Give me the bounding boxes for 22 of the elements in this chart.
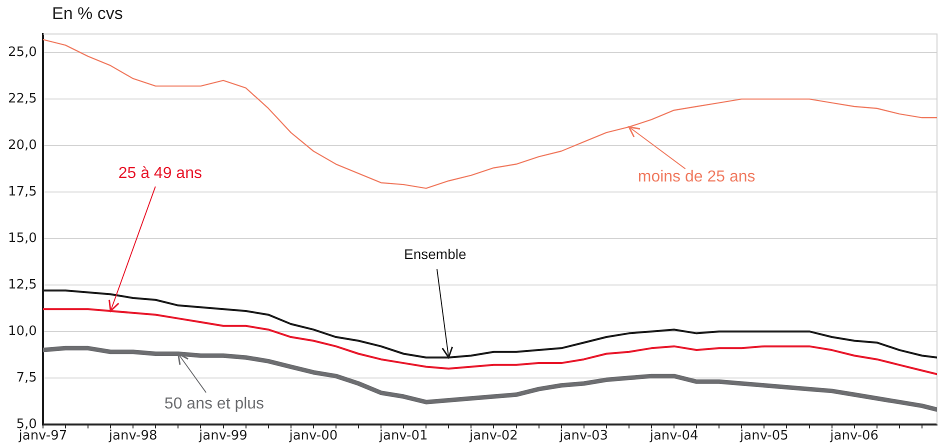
x-tick-label: janv-04 <box>648 428 698 444</box>
x-tick-label: janv-98 <box>108 428 158 444</box>
text: moins de 25 ans <box>638 168 756 186</box>
x-tick-label: janv-06 <box>829 428 879 444</box>
x-tick-label: janv-03 <box>558 428 608 444</box>
text: 50 ans et plus <box>164 395 264 412</box>
y-axis-title: En % cvs <box>52 4 123 24</box>
y-tick-label: 17,5 <box>8 184 37 200</box>
x-tick-label: janv-00 <box>288 428 338 444</box>
y-tick-label: 22,5 <box>8 91 37 106</box>
x-tick-label: janv-02 <box>468 428 518 444</box>
y-tick-label: 15,0 <box>8 230 37 246</box>
y-tick-label: 25,0 <box>8 44 37 60</box>
y-tick-label: 7,5 <box>16 370 37 386</box>
y-tick-label: 20,0 <box>8 138 37 153</box>
x-tick-label: janv-05 <box>738 428 788 444</box>
y-tick-label: 10,0 <box>8 324 37 339</box>
text: 25 à 49 ans <box>118 164 202 182</box>
y-tick-label: 12,5 <box>8 277 37 292</box>
x-tick-label: janv-99 <box>198 428 248 444</box>
text: Ensemble <box>404 246 466 262</box>
x-tick-label: janv-01 <box>378 428 428 444</box>
